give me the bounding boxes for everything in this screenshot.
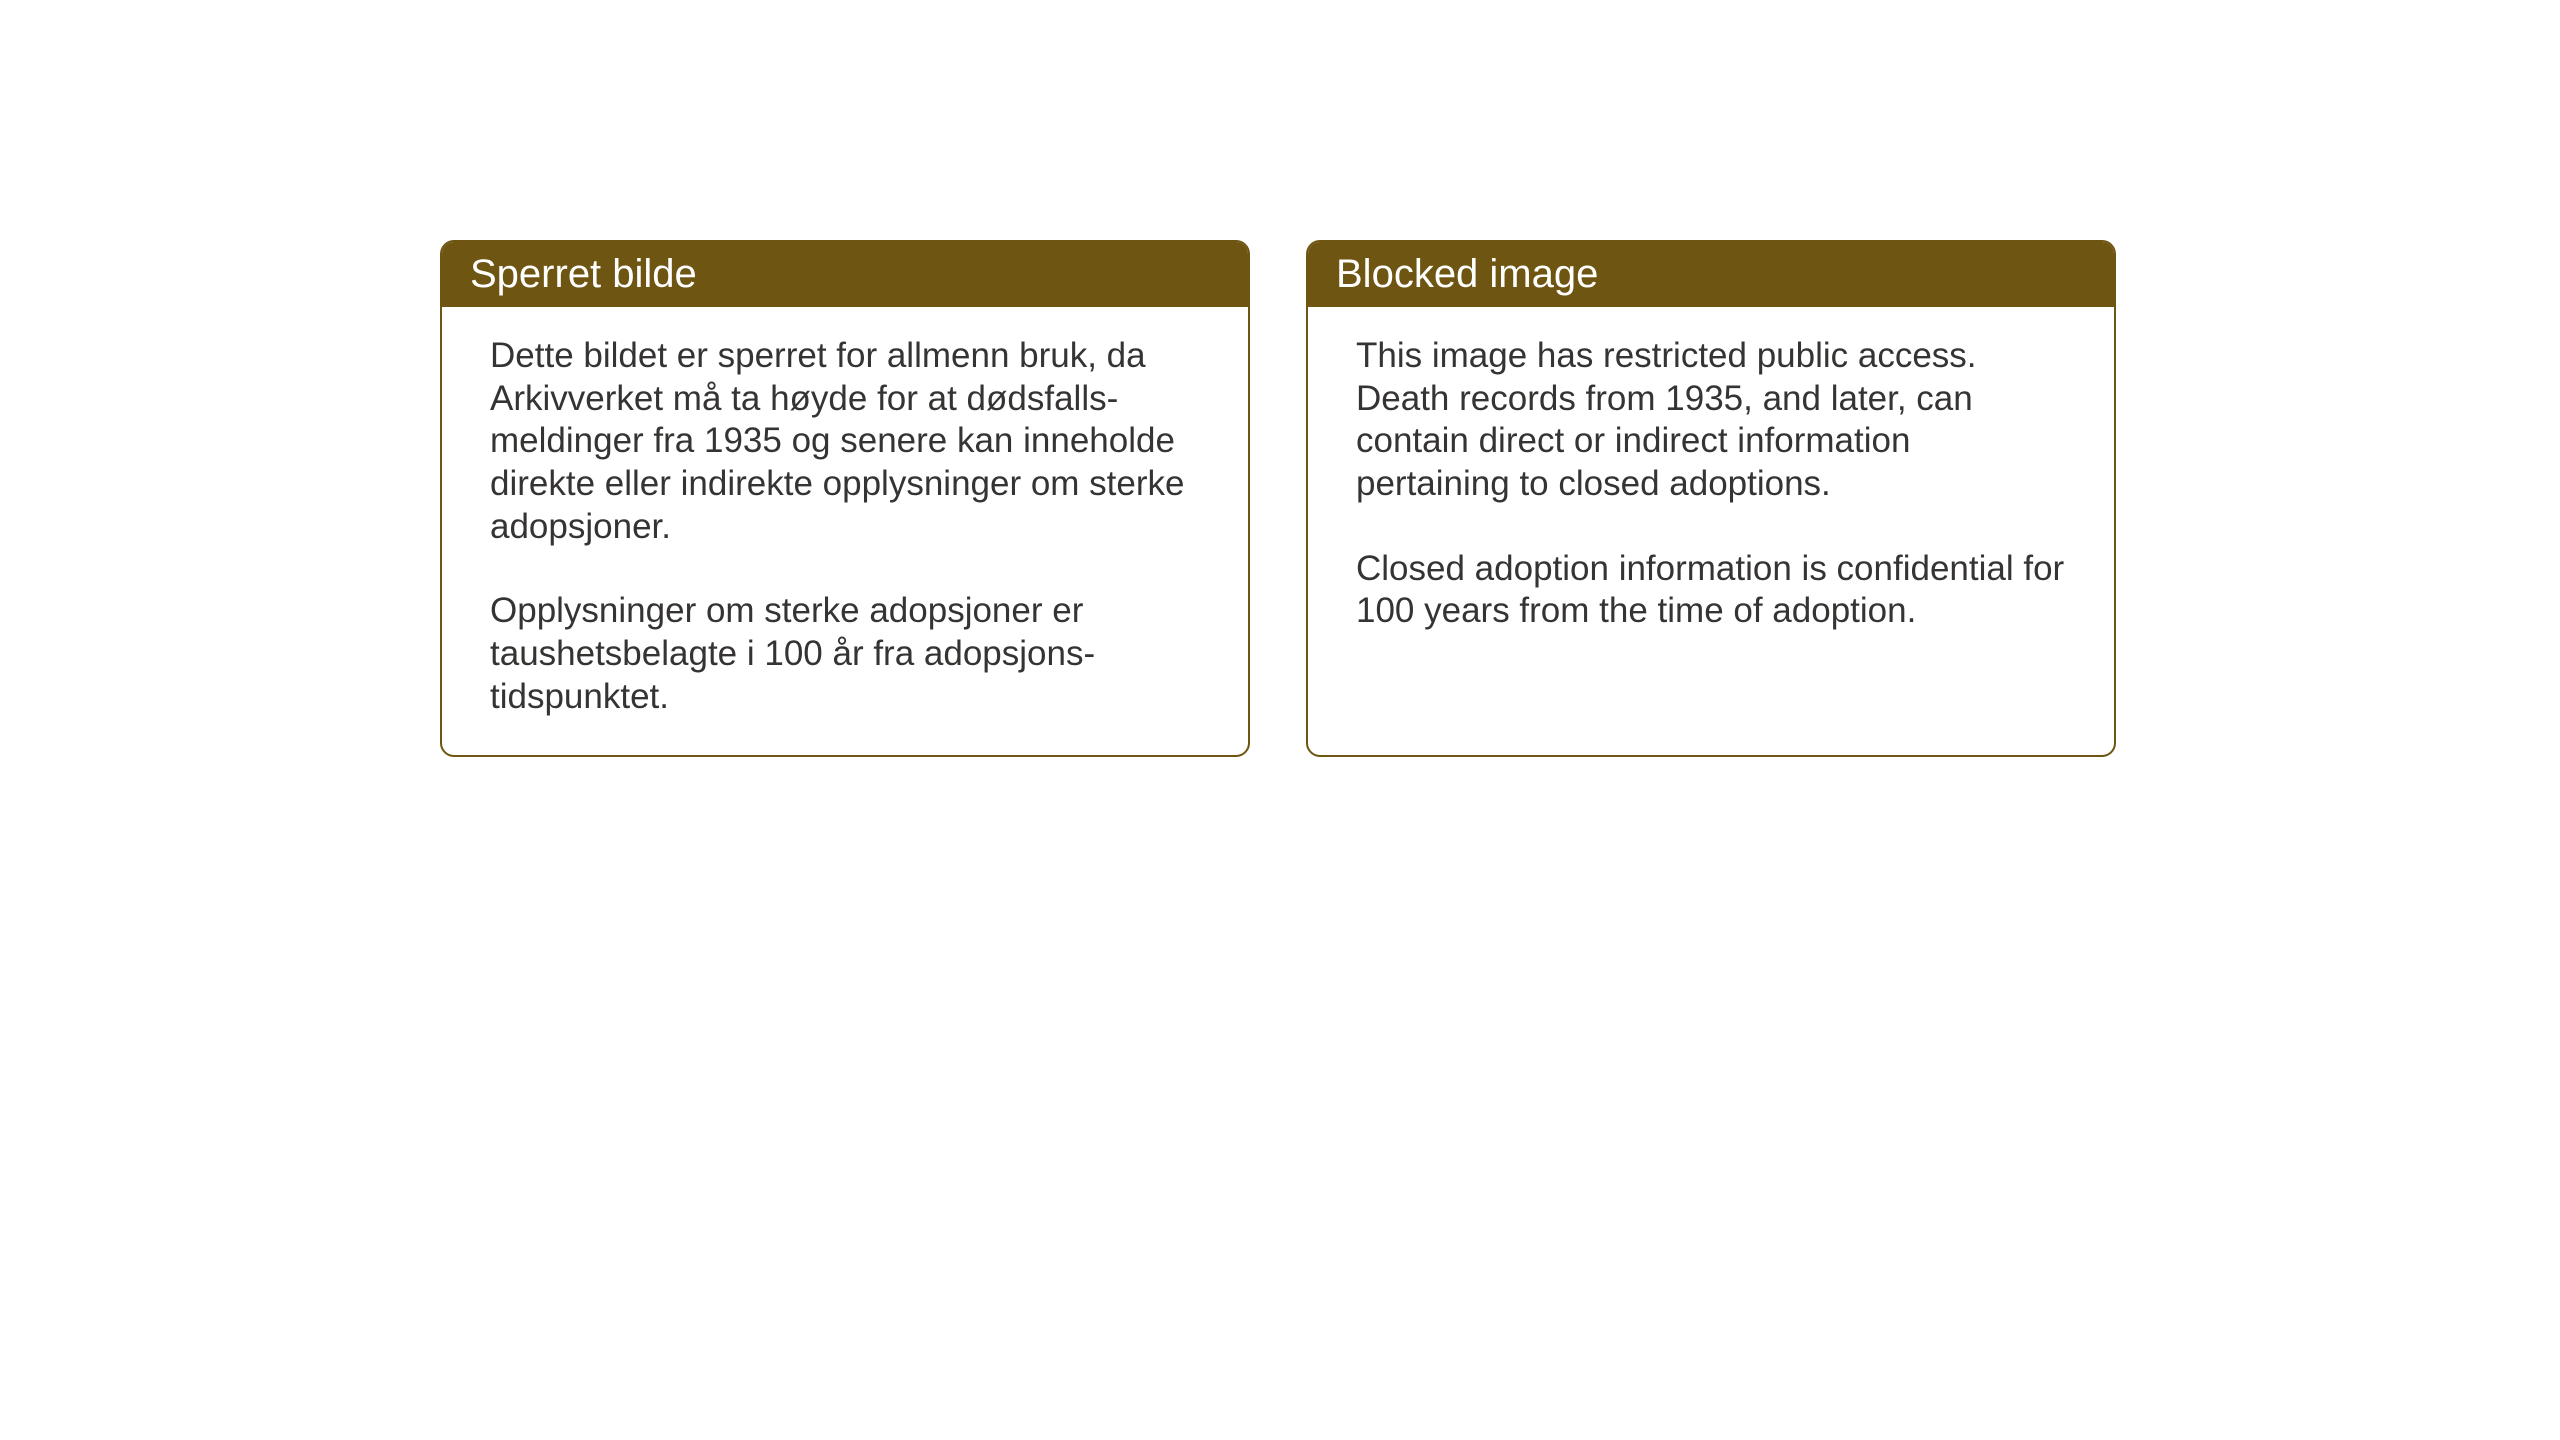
card-paragraph-1-norwegian: Dette bildet er sperret for allmenn bruk… [490,335,1200,548]
card-paragraph-2-english: Closed adoption information is confident… [1356,548,2066,633]
card-body-norwegian: Dette bildet er sperret for allmenn bruk… [442,307,1248,755]
card-english: Blocked image This image has restricted … [1306,240,2116,757]
card-title-norwegian: Sperret bilde [470,252,697,296]
cards-container: Sperret bilde Dette bildet er sperret fo… [440,240,2116,757]
card-paragraph-1-english: This image has restricted public access.… [1356,335,2066,506]
card-title-english: Blocked image [1336,252,1598,296]
card-norwegian: Sperret bilde Dette bildet er sperret fo… [440,240,1250,757]
card-body-english: This image has restricted public access.… [1308,307,2114,747]
card-header-english: Blocked image [1308,242,2114,307]
card-paragraph-2-norwegian: Opplysninger om sterke adopsjoner er tau… [490,590,1200,718]
card-header-norwegian: Sperret bilde [442,242,1248,307]
